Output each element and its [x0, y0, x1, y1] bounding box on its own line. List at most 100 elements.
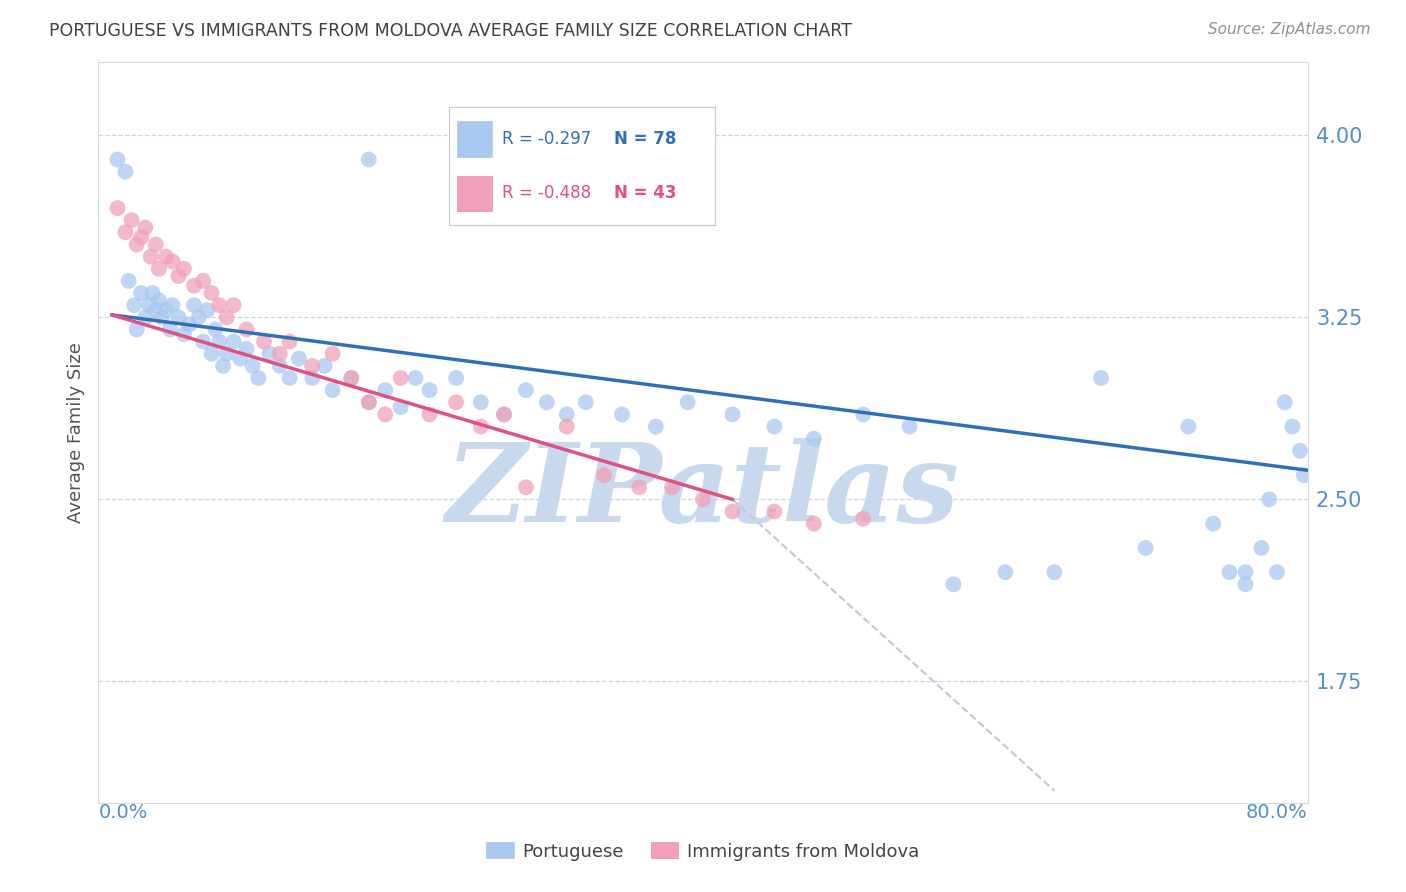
- Text: 0.0%: 0.0%: [98, 803, 148, 822]
- Point: [1177, 419, 1199, 434]
- Point: [187, 310, 209, 325]
- Point: [1043, 565, 1066, 579]
- Point: [167, 310, 190, 325]
- Point: [229, 351, 252, 366]
- Point: [676, 395, 699, 409]
- Point: [141, 286, 163, 301]
- Point: [575, 395, 598, 409]
- Point: [134, 220, 156, 235]
- Point: [242, 359, 264, 373]
- Point: [322, 347, 344, 361]
- Point: [419, 383, 441, 397]
- Point: [322, 383, 344, 397]
- Point: [721, 504, 744, 518]
- Point: [278, 371, 301, 385]
- Point: [114, 225, 136, 239]
- Point: [1202, 516, 1225, 531]
- Point: [148, 293, 170, 308]
- Point: [200, 286, 222, 301]
- Point: [118, 274, 141, 288]
- Point: [107, 153, 129, 167]
- Point: [515, 383, 537, 397]
- Point: [125, 322, 148, 336]
- Point: [1274, 395, 1296, 409]
- Point: [253, 334, 276, 349]
- Point: [259, 347, 281, 361]
- Point: [150, 310, 173, 325]
- Point: [1289, 443, 1312, 458]
- Point: [222, 298, 245, 312]
- Point: [1250, 541, 1272, 555]
- Point: [492, 408, 515, 422]
- Point: [314, 359, 336, 373]
- Point: [155, 303, 177, 318]
- Point: [183, 278, 205, 293]
- Text: 80.0%: 80.0%: [1246, 803, 1308, 822]
- Point: [721, 408, 744, 422]
- Point: [692, 492, 714, 507]
- Point: [145, 237, 167, 252]
- Point: [167, 268, 190, 283]
- Point: [139, 250, 162, 264]
- Point: [215, 347, 238, 361]
- Point: [1234, 565, 1257, 579]
- Point: [515, 480, 537, 494]
- Point: [644, 419, 666, 434]
- Point: [1258, 492, 1281, 507]
- Point: [301, 359, 323, 373]
- Point: [183, 298, 205, 312]
- Point: [763, 419, 786, 434]
- Point: [593, 468, 616, 483]
- Point: [122, 298, 145, 312]
- Point: [1265, 565, 1288, 579]
- Point: [852, 512, 875, 526]
- Point: [994, 565, 1017, 579]
- Point: [389, 400, 412, 414]
- Point: [492, 408, 515, 422]
- Point: [1292, 468, 1315, 483]
- Point: [200, 347, 222, 361]
- Point: [179, 318, 201, 332]
- Text: Source: ZipAtlas.com: Source: ZipAtlas.com: [1208, 22, 1371, 37]
- Point: [159, 322, 181, 336]
- Point: [1218, 565, 1240, 579]
- Point: [942, 577, 965, 591]
- Legend: Portuguese, Immigrants from Moldova: Portuguese, Immigrants from Moldova: [479, 835, 927, 868]
- Point: [173, 327, 195, 342]
- Point: [121, 213, 143, 227]
- Point: [357, 395, 380, 409]
- Point: [145, 303, 167, 318]
- Point: [114, 164, 136, 178]
- Point: [1234, 577, 1257, 591]
- Point: [191, 274, 214, 288]
- Point: [470, 395, 492, 409]
- Point: [763, 504, 786, 518]
- Point: [898, 419, 921, 434]
- Point: [134, 310, 156, 325]
- Point: [1090, 371, 1112, 385]
- Point: [138, 298, 160, 312]
- Point: [555, 419, 578, 434]
- Point: [404, 371, 426, 385]
- Point: [235, 342, 257, 356]
- Point: [129, 286, 152, 301]
- Point: [208, 334, 231, 349]
- Text: ZIPatlas: ZIPatlas: [446, 438, 960, 546]
- Point: [628, 480, 651, 494]
- Point: [212, 359, 235, 373]
- Point: [235, 322, 257, 336]
- Point: [301, 371, 323, 385]
- Point: [162, 298, 184, 312]
- Point: [269, 359, 291, 373]
- Point: [357, 153, 380, 167]
- Point: [536, 395, 558, 409]
- Point: [803, 432, 825, 446]
- Point: [204, 322, 226, 336]
- Point: [340, 371, 363, 385]
- Point: [555, 408, 578, 422]
- Point: [222, 334, 245, 349]
- Point: [129, 230, 152, 244]
- Y-axis label: Average Family Size: Average Family Size: [66, 343, 84, 523]
- Point: [374, 383, 396, 397]
- Point: [1281, 419, 1303, 434]
